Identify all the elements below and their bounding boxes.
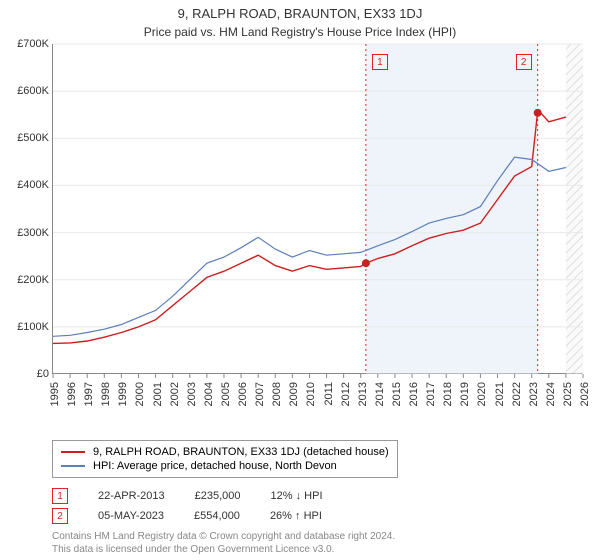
y-axis-label: £500K xyxy=(3,132,49,144)
sale-date-2: 05-MAY-2023 xyxy=(98,510,164,522)
chart-svg xyxy=(53,44,583,374)
sale-row-1: 1 22-APR-2013 £235,000 12% ↓ HPI xyxy=(52,488,323,504)
sale-marker-2: 2 xyxy=(52,508,68,524)
sale-price-2: £554,000 xyxy=(194,510,240,522)
y-axis-label: £600K xyxy=(3,85,49,97)
y-axis-label: £300K xyxy=(3,227,49,239)
footnote-line-2: This data is licensed under the Open Gov… xyxy=(52,544,334,555)
footnote-line-1: Contains HM Land Registry data © Crown c… xyxy=(52,531,395,542)
legend-swatch xyxy=(61,451,85,453)
plot-region: £0£100K£200K£300K£400K£500K£600K£700K199… xyxy=(52,44,582,374)
vline-marker: 2 xyxy=(516,54,532,70)
sale-date-1: 22-APR-2013 xyxy=(98,490,165,502)
chart: £0£100K£200K£300K£400K£500K£600K£700K199… xyxy=(52,44,582,394)
footnote: Contains HM Land Registry data © Crown c… xyxy=(52,530,584,556)
legend-swatch xyxy=(61,465,85,467)
legend-item: 9, RALPH ROAD, BRAUNTON, EX33 1DJ (detac… xyxy=(61,445,389,459)
vline-marker: 1 xyxy=(372,54,388,70)
y-axis-label: £700K xyxy=(3,38,49,50)
sale-delta-1: 12% ↓ HPI xyxy=(271,490,323,502)
sale-row-2: 2 05-MAY-2023 £554,000 26% ↑ HPI xyxy=(52,508,322,524)
sale-delta-2: 26% ↑ HPI xyxy=(270,510,322,522)
y-axis-label: £0 xyxy=(3,368,49,380)
page-subtitle: Price paid vs. HM Land Registry's House … xyxy=(0,21,600,43)
legend-label: 9, RALPH ROAD, BRAUNTON, EX33 1DJ (detac… xyxy=(93,446,389,458)
y-axis-label: £400K xyxy=(3,179,49,191)
y-axis-label: £100K xyxy=(3,321,49,333)
sale-price-1: £235,000 xyxy=(195,490,241,502)
legend: 9, RALPH ROAD, BRAUNTON, EX33 1DJ (detac… xyxy=(52,440,398,478)
page-title: 9, RALPH ROAD, BRAUNTON, EX33 1DJ xyxy=(0,0,600,21)
legend-item: HPI: Average price, detached house, Nort… xyxy=(61,459,389,473)
sale-marker-1: 1 xyxy=(52,488,68,504)
y-axis-label: £200K xyxy=(3,274,49,286)
legend-label: HPI: Average price, detached house, Nort… xyxy=(93,460,337,472)
